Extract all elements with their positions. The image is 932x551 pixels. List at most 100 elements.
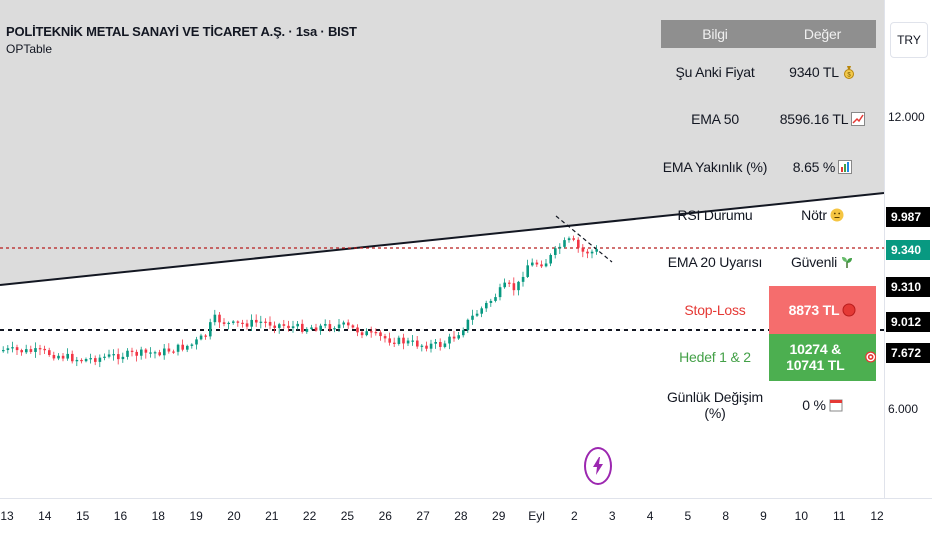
candle-body <box>485 302 488 309</box>
time-label: 27 <box>416 509 430 523</box>
row-label: EMA 50 <box>691 111 739 128</box>
candle-body <box>319 325 322 331</box>
candle-body <box>218 314 221 323</box>
candle-body <box>549 254 552 264</box>
resistance-zone <box>0 0 884 285</box>
flash-button[interactable] <box>584 447 612 485</box>
candle-body <box>577 239 580 248</box>
candle-body <box>324 324 327 326</box>
chart-area[interactable]: POLİTEKNİK METAL SANAYİ VE TİCARET A.Ş. … <box>0 0 884 498</box>
candle-body <box>153 352 157 354</box>
candle-body <box>66 353 69 359</box>
bar-chart-icon <box>838 159 853 174</box>
candle-body <box>554 248 557 255</box>
candle-body <box>448 336 451 344</box>
time-label: 15 <box>75 509 90 523</box>
candle-body <box>43 348 46 351</box>
candle-body <box>291 326 295 329</box>
candle-body <box>144 349 148 353</box>
time-label: 12 <box>870 509 884 523</box>
time-label: 26 <box>378 509 392 523</box>
candle-body <box>34 348 37 352</box>
candle-body <box>273 325 276 328</box>
candle-body <box>121 356 125 360</box>
candle-body <box>475 313 479 316</box>
row-label: Şu Anki Fiyat <box>675 63 755 80</box>
time-label: 13 <box>0 509 14 523</box>
candle-body <box>264 321 267 323</box>
row-value: 8.65 % <box>769 159 876 175</box>
price-tag: 7.672 <box>886 343 930 363</box>
candle-body <box>512 283 516 291</box>
candle-body <box>268 321 272 326</box>
candle-body <box>98 357 102 362</box>
svg-text:$: $ <box>847 72 851 78</box>
candle-body <box>186 345 189 350</box>
row-value-text: 8596.16 TL <box>779 111 849 128</box>
candle-body <box>558 246 562 249</box>
candle-body <box>172 351 175 353</box>
row-label: Günlük Değişim (%) <box>666 388 763 421</box>
table-row: Günlük Değişim (%) 0 % <box>661 381 876 429</box>
candle-body <box>213 314 217 323</box>
candle-body <box>586 251 589 254</box>
mini-trend-dashed <box>555 215 613 263</box>
candle-body <box>38 348 42 350</box>
candle-body <box>457 335 460 339</box>
candle-body <box>29 349 33 352</box>
candle-body <box>20 350 23 353</box>
candle-body <box>167 348 171 352</box>
candle-body <box>526 265 529 277</box>
candle-body <box>301 323 304 332</box>
candle-body <box>383 336 387 339</box>
candle-body <box>342 322 345 325</box>
candle-body <box>75 359 79 362</box>
candle-body <box>204 335 207 337</box>
candle-body <box>158 352 161 356</box>
candle-body <box>190 344 194 346</box>
candle-body <box>411 340 414 342</box>
candle-body <box>416 340 419 347</box>
candle-body <box>480 308 483 314</box>
candle-body <box>365 331 368 336</box>
candles-group <box>2 235 598 368</box>
row-value-text: Nötr <box>801 206 827 223</box>
currency-button[interactable]: TRY <box>890 22 928 58</box>
time-axis[interactable] <box>0 498 932 551</box>
price-chart[interactable] <box>0 0 884 498</box>
candle-body <box>310 327 313 329</box>
candle-body <box>379 332 382 337</box>
candle-body <box>595 249 598 252</box>
candle-body <box>57 355 60 359</box>
candle-body <box>176 344 180 352</box>
target-icon <box>864 351 876 363</box>
row-label: Hedef 1 & 2 <box>679 349 751 366</box>
candle-body <box>52 354 56 359</box>
candle-body <box>15 347 19 351</box>
candle-body <box>402 337 405 344</box>
candle-body <box>89 358 92 360</box>
candle-body <box>439 341 442 347</box>
table-row-stop-loss: Stop-Loss 8873 TL <box>661 285 876 334</box>
candle-body <box>360 332 364 336</box>
row-value-text: 10274 & 10741 TL <box>786 341 845 374</box>
candle-body <box>6 348 10 351</box>
row-value: Nötr <box>769 207 876 223</box>
candle-body <box>452 336 456 339</box>
indicator-name[interactable]: OPTable <box>6 42 53 56</box>
candle-body <box>429 343 433 349</box>
time-label: 18 <box>151 509 165 523</box>
row-value: 8873 TL <box>769 285 876 334</box>
candle-body <box>581 247 585 252</box>
candle-body <box>195 339 198 345</box>
price-tag: 9.310 <box>886 277 930 297</box>
candle-body <box>94 358 97 362</box>
candle-body <box>434 341 437 344</box>
candle-body <box>241 322 244 324</box>
candle-body <box>337 324 341 329</box>
candle-body <box>282 324 286 326</box>
time-label: 8 <box>722 509 730 523</box>
candle-body <box>259 321 263 323</box>
candle-body <box>278 324 281 328</box>
candle-body <box>535 262 539 265</box>
